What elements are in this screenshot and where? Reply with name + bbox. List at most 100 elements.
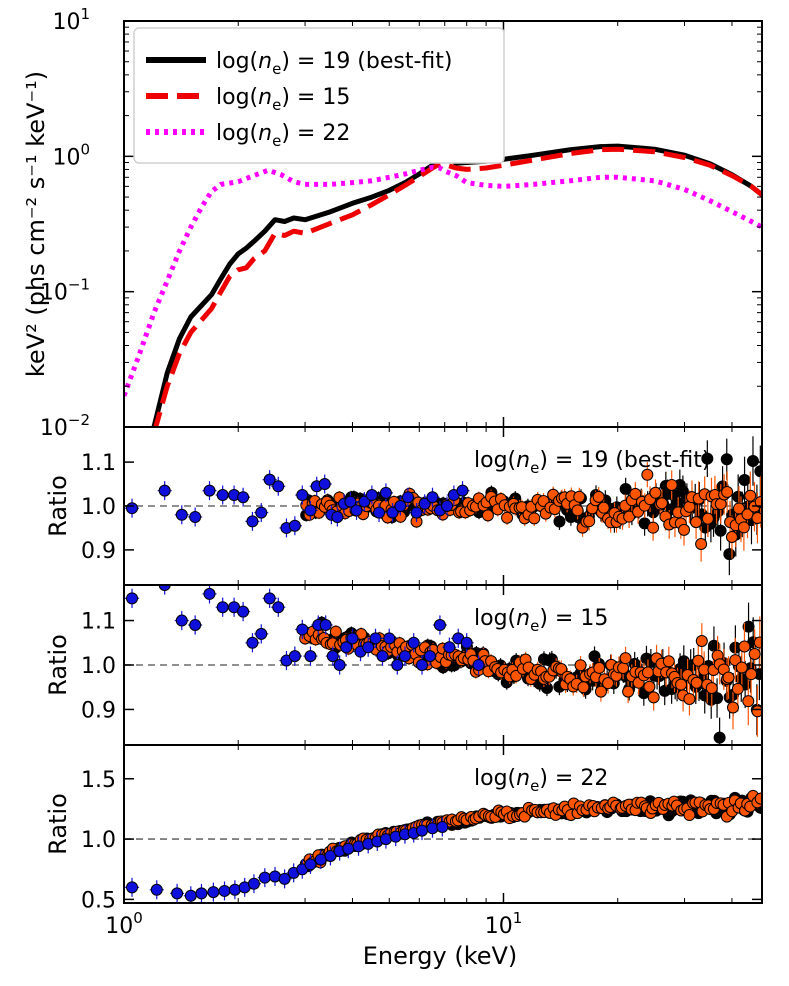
data-point [410, 506, 423, 519]
panel-annotation: log(ne) = 22 [474, 766, 608, 795]
data-point [324, 849, 337, 862]
y-tick-label: 0.5 [81, 888, 116, 913]
data-point [126, 502, 139, 515]
data-point [126, 881, 139, 894]
data-point [725, 531, 738, 544]
data-point [344, 495, 357, 508]
ratio-points [124, 789, 762, 903]
data-point [189, 619, 202, 631]
data-point [326, 650, 339, 663]
y-tick-label: 0.9 [81, 539, 116, 564]
data-point [426, 822, 439, 835]
data-point [643, 680, 656, 693]
data-point [723, 548, 736, 561]
data-point [683, 692, 696, 705]
data-point [304, 858, 317, 871]
panel-annotation: log(ne) = 15 [474, 606, 608, 635]
panel-frame [123, 744, 763, 904]
data-point [655, 497, 668, 510]
data-point [416, 659, 429, 671]
data-point [195, 887, 208, 900]
x-tick-label: 101 [485, 909, 523, 939]
data-point [228, 883, 241, 896]
series-line-2 [153, 146, 762, 427]
data-point [746, 455, 759, 468]
data-point [754, 792, 762, 805]
data-point [278, 872, 291, 885]
data-point [738, 640, 751, 653]
data-point [358, 495, 371, 508]
data-point [407, 636, 420, 649]
y-tick-label: 100 [52, 140, 90, 170]
data-point [175, 508, 188, 521]
data-point [329, 625, 342, 638]
data-point [602, 677, 615, 690]
data-point [319, 619, 332, 631]
data-point [732, 490, 745, 503]
data-point [729, 654, 742, 667]
data-point [391, 659, 404, 671]
data-point [594, 685, 607, 698]
data-point [398, 650, 411, 663]
data-point [678, 523, 691, 536]
data-point [754, 495, 762, 508]
y-tick-label: 10−1 [40, 276, 90, 306]
data-point [456, 484, 469, 497]
legend-label-3: log(ne) = 22 [216, 121, 350, 150]
data-point [751, 705, 762, 718]
data-point [418, 497, 431, 510]
data-point [288, 650, 301, 663]
data-point [705, 682, 718, 695]
data-point [383, 632, 396, 645]
data-point [376, 650, 389, 663]
data-point [379, 486, 392, 499]
y-axis-label: Ratio [44, 475, 72, 537]
data-point [744, 489, 757, 502]
y-tick-label: 1.1 [81, 610, 116, 635]
data-point [255, 506, 268, 519]
data-point [738, 473, 751, 486]
y-tick-label: 1.0 [81, 828, 116, 853]
data-point [237, 491, 250, 504]
data-point [695, 634, 708, 647]
data-point [701, 512, 714, 525]
data-point [184, 889, 197, 902]
data-point [742, 695, 755, 708]
data-point [731, 682, 744, 695]
data-point [304, 650, 317, 663]
x-axis-label: Energy (keV) [363, 942, 518, 970]
ratio-points [124, 436, 762, 576]
data-point [597, 501, 610, 514]
data-point [346, 632, 359, 645]
y-axis-label: Ratio [44, 634, 72, 696]
data-point [296, 623, 309, 636]
data-point [711, 692, 724, 705]
y-tick-label: 101 [52, 5, 90, 35]
data-point [255, 627, 268, 640]
data-point [722, 671, 735, 684]
data-point [571, 504, 584, 517]
data-point [288, 519, 301, 532]
data-point [690, 676, 703, 689]
spectrum-panel: 10−2 10−1 100 101 keV² (phs cm⁻² s⁻¹ keV⁻¹) l… [22, 5, 763, 441]
y-tick-label: 1.0 [81, 654, 116, 679]
data-point [401, 491, 414, 504]
data-point [246, 515, 259, 528]
data-point [171, 887, 184, 900]
y-tick-label: 1.5 [81, 768, 116, 793]
data-point [175, 614, 188, 627]
data-point [751, 512, 762, 525]
data-point [318, 478, 331, 491]
data-point [574, 659, 587, 672]
ratio-points [124, 585, 762, 745]
data-point [713, 731, 726, 744]
data-point [373, 506, 386, 519]
series-line-3 [124, 164, 762, 397]
data-point [721, 485, 734, 498]
data-point [460, 636, 473, 649]
data-point [665, 478, 678, 491]
data-point [333, 659, 346, 671]
y-tick-label: 10−2 [40, 411, 90, 441]
data-point [433, 619, 446, 631]
data-point [593, 661, 606, 674]
